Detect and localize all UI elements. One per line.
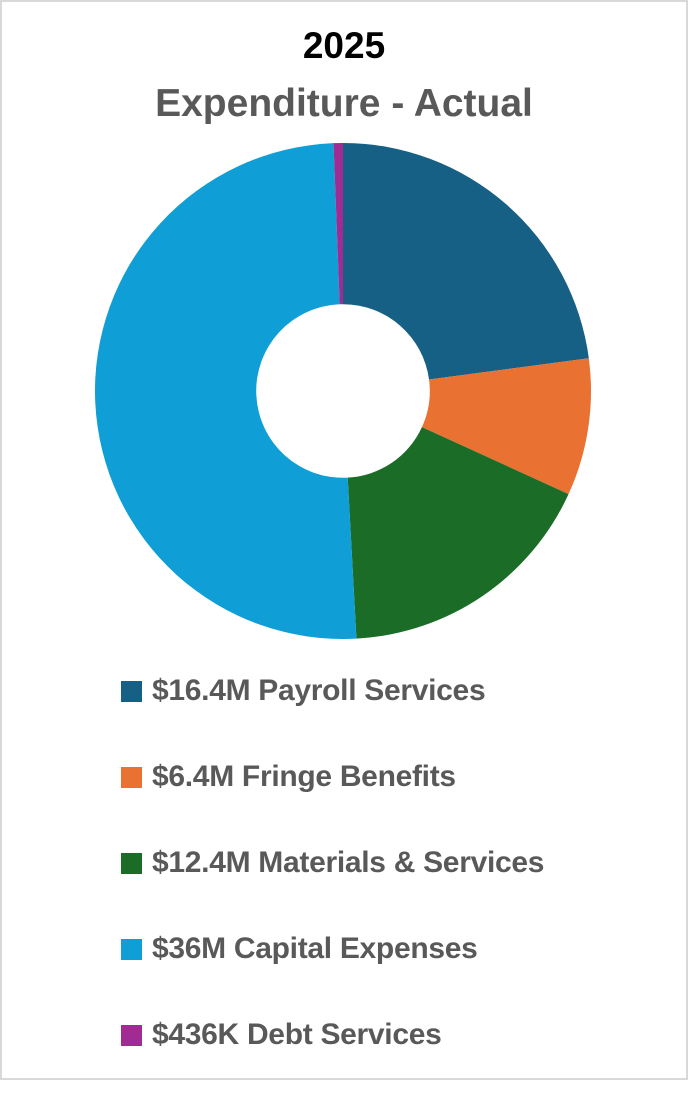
legend-item-debt-services: $436K Debt Services xyxy=(121,1012,661,1098)
donut-chart xyxy=(94,143,591,639)
legend-swatch-fringe-benefits xyxy=(121,767,142,788)
donut-slice-debt-services xyxy=(333,143,343,305)
chart-subtitle: Expenditure - Actual xyxy=(155,82,533,125)
legend-swatch-debt-services xyxy=(121,1025,142,1046)
donut-slice-capital-expenses xyxy=(94,143,357,639)
legend-label: $436K Debt Services xyxy=(152,1018,442,1051)
donut-slice-fringe-benefits xyxy=(421,358,591,495)
legend-item-materials-services: $12.4M Materials & Services xyxy=(121,840,661,926)
donut-slice-materials-services xyxy=(347,427,569,639)
donut-slice-payroll-services xyxy=(343,143,589,380)
legend-label: $36M Capital Expenses xyxy=(152,932,478,965)
legend-swatch-materials-services xyxy=(121,853,142,874)
legend-item-capital-expenses: $36M Capital Expenses xyxy=(121,926,661,1012)
legend-item-payroll-services: $16.4M Payroll Services xyxy=(121,668,661,754)
chart-legend: $16.4M Payroll Services $6.4M Fringe Ben… xyxy=(121,668,661,1098)
legend-swatch-capital-expenses xyxy=(121,939,142,960)
legend-label: $12.4M Materials & Services xyxy=(152,846,545,879)
legend-item-fringe-benefits: $6.4M Fringe Benefits xyxy=(121,754,661,840)
chart-title: 2025 xyxy=(302,25,386,66)
legend-swatch-payroll-services xyxy=(121,681,142,702)
legend-label: $6.4M Fringe Benefits xyxy=(152,760,456,793)
donut-slices xyxy=(94,143,591,639)
legend-label: $16.4M Payroll Services xyxy=(152,674,486,707)
